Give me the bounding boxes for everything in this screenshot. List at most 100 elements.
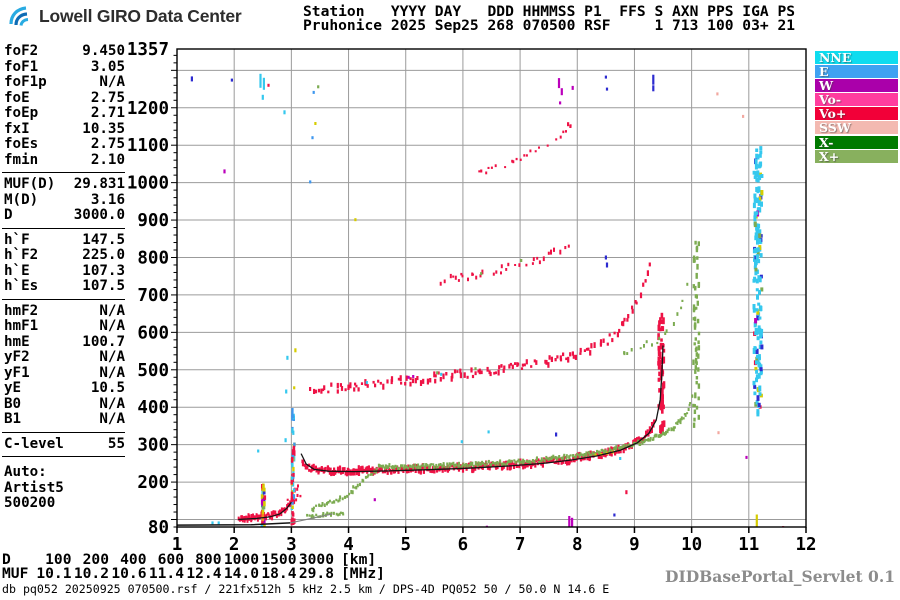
y-tick-label: 400 xyxy=(137,398,169,418)
parameter-label: fmin xyxy=(4,151,39,168)
y-tick-label: 800 xyxy=(137,248,169,268)
echo-direction-legend: NNE E W Vo- Vo+ SSW X- X+ xyxy=(815,51,898,164)
legend-item-label: Vo+ xyxy=(819,106,847,121)
parameter-label: hmE xyxy=(4,333,30,350)
parameter-value: 55 xyxy=(107,435,125,452)
x-tick-label: 8 xyxy=(572,535,583,555)
parameter-row: hmF2 N/A xyxy=(4,302,125,320)
panel-divider xyxy=(2,298,125,300)
y-tick-label: 300 xyxy=(137,436,169,456)
parameter-value: N/A xyxy=(99,302,125,319)
trace-f-x-rise xyxy=(311,469,378,513)
status-line: db pq052 20250925 070500.rsf / 221fx512h… xyxy=(2,582,610,596)
legend-item-label: NNE xyxy=(819,50,852,65)
muf-value: 12.4 xyxy=(186,565,222,582)
distance-value: 400 xyxy=(120,551,147,568)
parameter-panel: foF2 9.450 foF1 3.05 foF1p N/A foE 2.75 foEp… xyxy=(2,43,125,512)
trace-e-artist-line xyxy=(238,501,292,521)
parameter-value: 9.450 xyxy=(82,43,125,59)
trace-f-artist-line xyxy=(300,345,664,473)
distance-value: 1000 xyxy=(223,551,259,568)
parameter-label: MUF(D) xyxy=(4,176,56,192)
trace-es-interference-spike-1 xyxy=(260,483,267,527)
trace-second-hop-x xyxy=(623,282,689,356)
autoscaling-line: 500200 xyxy=(4,495,56,511)
parameter-row: fxI 10.35 xyxy=(4,120,125,138)
muf-value: 10.2 xyxy=(73,565,109,582)
parameter-value: 29.831 xyxy=(73,176,125,192)
parameter-row: foE 2.75 xyxy=(4,89,125,107)
legend-item-label: W xyxy=(819,78,834,93)
parameter-row: B0 N/A xyxy=(4,395,125,413)
x-tick-label: 9 xyxy=(629,535,640,555)
x-tick-label: 7 xyxy=(515,535,526,555)
parameter-label: foF1p xyxy=(4,74,47,90)
parameter-label: yF1 xyxy=(4,364,30,381)
parameter-row: MUF(D) 29.831 xyxy=(4,176,125,193)
parameter-value: 100.7 xyxy=(82,333,125,350)
parameter-value: 225.0 xyxy=(82,247,125,263)
parameter-row: M(D) 3.16 xyxy=(4,191,125,209)
distance-value: 3000 xyxy=(298,551,334,568)
plot-border xyxy=(176,48,807,528)
parameter-row: foEs 2.75 xyxy=(4,136,125,153)
panel-divider xyxy=(2,172,125,173)
giro-wave-icon xyxy=(9,6,29,26)
axis-labels: 1357120011001000900800700600500400300200… xyxy=(128,40,817,555)
x-tick-label: 12 xyxy=(795,535,816,555)
muf-value: 10.6 xyxy=(111,565,147,582)
parameter-row: foF1 3.05 xyxy=(4,58,125,76)
parameter-row: hmE 100.7 xyxy=(4,333,125,351)
y-tick-label: 1100 xyxy=(128,136,169,156)
legend-item: X- xyxy=(815,136,898,149)
station-header: Station YYYY DAY DDD HHMMSS P1 FFS S AXN… xyxy=(303,3,796,32)
parameter-row: h`E 107.3 xyxy=(4,262,125,280)
parameter-value: 2.75 xyxy=(90,136,125,152)
trace-second-hop xyxy=(309,262,651,394)
parameter-row: yF2 N/A xyxy=(4,349,125,366)
distance-row: D 100 200 400 600 800 1000 1500 3000 [km] xyxy=(2,551,376,568)
parameter-value: 2.75 xyxy=(90,89,125,106)
parameter-value: N/A xyxy=(99,74,125,90)
station-header-columns: Station YYYY DAY DDD HHMMSS P1 FFS S AXN… xyxy=(303,3,796,20)
parameter-value: 2.71 xyxy=(90,105,125,121)
muf-unit: [MHz] xyxy=(341,565,385,582)
parameter-label: B1 xyxy=(4,411,22,427)
distance-value: 600 xyxy=(157,551,184,568)
trace-f-x-cusp xyxy=(692,240,701,428)
x-tick-label: 1 xyxy=(172,535,183,555)
trace-third-hop xyxy=(439,244,570,286)
legend-item: X+ xyxy=(815,150,898,163)
parameter-row: h`F 147.5 xyxy=(4,231,125,249)
x-tick-label: 11 xyxy=(738,535,759,555)
legend-item: SSW xyxy=(815,121,898,134)
parameter-value: 147.5 xyxy=(82,231,125,248)
parameter-label: foF1 xyxy=(4,58,39,75)
trace-base-line-2 xyxy=(290,513,333,524)
parameter-row: h`F2 225.0 xyxy=(4,247,125,264)
parameter-value: 107.3 xyxy=(82,262,125,279)
parameter-value: N/A xyxy=(99,395,125,412)
parameter-row: C-level 55 xyxy=(4,435,125,453)
panel-divider xyxy=(2,227,125,229)
parameter-label: hmF1 xyxy=(4,318,39,334)
plot-grid xyxy=(177,49,806,527)
muf-row: MUF 10.1 10.2 10.6 11.4 12.4 14.0 18.4 29.8 [MHz] xyxy=(2,565,385,582)
parameter-row: B1 N/A xyxy=(4,411,125,428)
trace-es-spike-2-top xyxy=(291,408,295,435)
x-tick-label: 4 xyxy=(343,535,354,555)
y-tick-label: 600 xyxy=(137,323,169,343)
parameter-row: foF1p N/A xyxy=(4,74,125,91)
distance-value: 200 xyxy=(82,551,109,568)
y-tick-label: 900 xyxy=(137,211,169,231)
parameter-row: fmin 2.10 xyxy=(4,151,125,169)
muf-value: 29.8 xyxy=(298,565,334,582)
x-tick-label: 10 xyxy=(681,535,702,555)
parameter-label: yE xyxy=(4,380,22,396)
parameter-value: 10.35 xyxy=(82,120,125,137)
trace-f-x-trace xyxy=(375,394,694,471)
parameter-value: 3.16 xyxy=(90,191,125,208)
trace-spread-f-high xyxy=(478,124,572,175)
y-tick-label: 1200 xyxy=(128,99,169,119)
